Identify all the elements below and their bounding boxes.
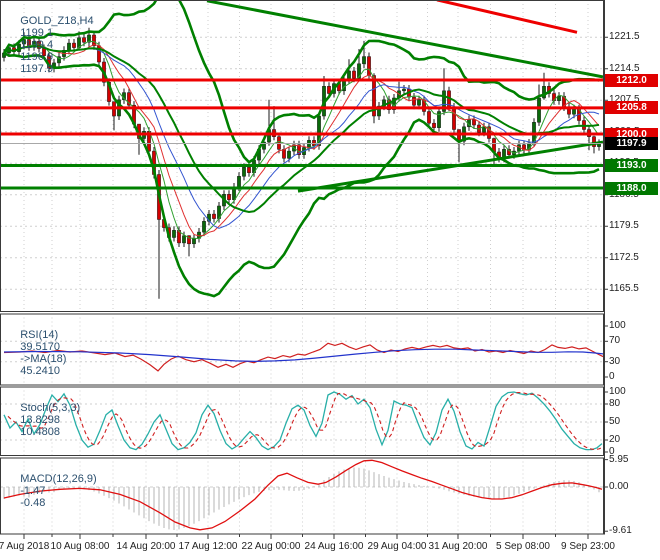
ma-13-line bbox=[3, 45, 600, 229]
stoch-panel-label: Stoch(5,3,3) 13.8298 10.4808 bbox=[8, 390, 84, 450]
ohlc-open: 1199.1 bbox=[20, 27, 54, 39]
current-price-tag: 1197.9 bbox=[605, 136, 658, 150]
rsi-value: 39.5170 bbox=[20, 341, 60, 353]
mac-panel-frame bbox=[0, 457, 604, 535]
macd-axis-label: 5.95 bbox=[609, 453, 629, 465]
price-axis-label: 1165.5 bbox=[609, 283, 639, 295]
symbol-timeframe-label: GOLD_Z18,H4 bbox=[20, 15, 94, 27]
rsi-panel bbox=[1, 340, 603, 372]
time-axis-label: 22 Aug 00:00 bbox=[241, 541, 301, 552]
level-price-tag: 1193.0 bbox=[605, 159, 658, 172]
macd-signal-line bbox=[3, 459, 603, 531]
rsi-ma-name: ->MA(18) bbox=[20, 353, 67, 365]
level-price-tag: 1212.0 bbox=[605, 73, 658, 87]
green-trendline-0 bbox=[206, 1, 603, 79]
macd-panel-label: MACD(12,26,9) -1.47 -0.48 bbox=[8, 461, 101, 521]
time-axis-label: 9 Sep 23:00 bbox=[561, 541, 615, 552]
stoch-axis-label: 20 bbox=[609, 434, 621, 445]
ma-5-line bbox=[3, 40, 600, 240]
time-axis-label: 14 Aug 20:00 bbox=[116, 541, 176, 552]
time-axis-label: 5 Sep 08:00 bbox=[496, 541, 550, 552]
stoch-d-line bbox=[7, 391, 603, 450]
price-axis-label: 1179.5 bbox=[609, 220, 639, 232]
time-axis-label: 10 Aug 08:00 bbox=[50, 541, 110, 552]
rsi-ma-value: 45.2410 bbox=[20, 365, 60, 377]
stoch-axis-label: 80 bbox=[609, 398, 621, 409]
level-price-tag: 1205.8 bbox=[605, 101, 658, 115]
sto-panel-frame bbox=[0, 386, 604, 456]
rsi-axis-label: 0 bbox=[609, 371, 615, 382]
time-axis-label: 31 Aug 20:00 bbox=[428, 541, 488, 552]
stoch-axis-label: 50 bbox=[609, 416, 621, 427]
macd-signal-value: -0.48 bbox=[20, 497, 46, 509]
stoch-name: Stoch(5,3,3) bbox=[20, 402, 81, 414]
rsi-name: RSI(14) bbox=[20, 329, 59, 341]
macd-value: -1.47 bbox=[20, 485, 46, 497]
macd-axis-label: -9.61 bbox=[609, 525, 632, 537]
ohlc-high: 1199.4 bbox=[20, 39, 54, 51]
rsi-line bbox=[3, 342, 603, 372]
rsi-axis-label: 30 bbox=[609, 355, 621, 367]
bollinger-middle-band bbox=[3, 45, 600, 214]
stoch-axis-label: 100 bbox=[609, 386, 626, 397]
level-price-tag: 1188.0 bbox=[605, 181, 658, 195]
stoch-d-value: 10.4808 bbox=[20, 426, 60, 438]
chart-title: GOLD_Z18,H4 1199.1 1199.4 1196.9 1197.9 bbox=[8, 3, 98, 87]
ohlc-close: 1197.9 bbox=[20, 63, 54, 75]
price-axis-label: 1172.5 bbox=[609, 251, 639, 263]
bollinger-upper-band bbox=[2, 1, 600, 164]
price-axis-label: 1207.5 bbox=[609, 94, 640, 106]
main-chart-area bbox=[1, 1, 603, 299]
rsi-ma-line bbox=[3, 348, 603, 363]
rsi-axis-label: 100 bbox=[609, 320, 626, 331]
rsi-axis-label: 70 bbox=[609, 335, 621, 347]
stoch-k-value: 13.8298 bbox=[20, 414, 60, 426]
time-axis-label: 29 Aug 04:00 bbox=[367, 541, 427, 552]
stoch-k-line bbox=[3, 391, 603, 451]
stoch-panel bbox=[1, 391, 603, 451]
time-axis-label: 24 Aug 16:00 bbox=[304, 541, 364, 552]
price-axis-label: 1214.5 bbox=[609, 62, 640, 74]
macd-name: MACD(12,26,9) bbox=[20, 473, 97, 485]
time-axis-label: 7 Aug 2018 bbox=[0, 541, 50, 552]
red-trendline-1 bbox=[436, 1, 578, 34]
macd-axis-label: 0.00 bbox=[609, 481, 629, 492]
macd-panel bbox=[1, 459, 603, 531]
ohlc-low: 1196.9 bbox=[20, 51, 54, 63]
stoch-axis-label: 0 bbox=[609, 446, 615, 457]
rsi-panel-label: RSI(14) 39.5170 ->MA(18) 45.2410 bbox=[8, 317, 70, 389]
price-axis-label: 1221.5 bbox=[609, 31, 640, 43]
time-axis-label: 17 Aug 12:00 bbox=[178, 541, 238, 552]
